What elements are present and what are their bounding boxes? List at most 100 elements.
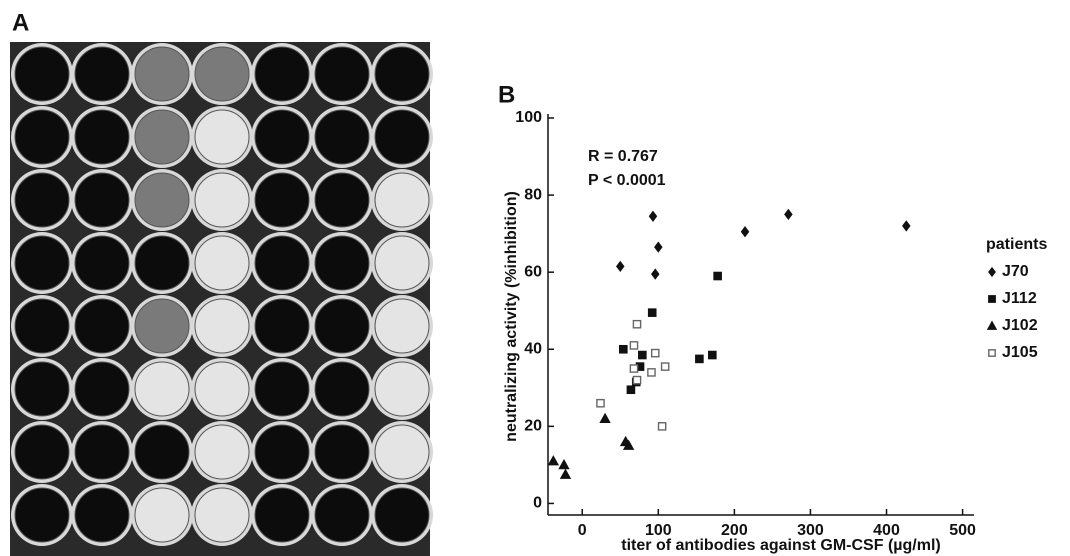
well-plate-photo: [10, 42, 433, 556]
legend-title: patients: [986, 236, 1047, 253]
well: [314, 109, 370, 165]
well: [194, 298, 250, 354]
well: [194, 424, 250, 480]
well: [14, 235, 70, 291]
legend-label: J112: [1002, 290, 1037, 307]
well: [374, 235, 430, 291]
legend-label: J105: [1002, 344, 1038, 361]
point: [599, 412, 611, 423]
well: [254, 172, 310, 228]
well: [254, 46, 310, 102]
point: [558, 458, 570, 470]
legend-label: J70: [1002, 263, 1029, 280]
well: [134, 46, 190, 102]
point: [648, 210, 658, 222]
legend-marker: [988, 349, 996, 357]
well: [194, 46, 250, 102]
point: [619, 344, 628, 354]
well: [134, 361, 190, 417]
y-tick-label: 20: [524, 418, 542, 435]
well: [374, 172, 430, 228]
point: [902, 220, 911, 232]
point: [784, 208, 793, 221]
point: [626, 385, 636, 395]
point: [654, 241, 663, 253]
y-tick-label: 80: [524, 186, 542, 203]
well: [314, 298, 370, 354]
well: [374, 298, 430, 354]
well: [254, 235, 310, 291]
well: [74, 298, 130, 354]
well: [314, 424, 370, 480]
well: [134, 235, 190, 291]
well: [14, 46, 70, 102]
well: [194, 109, 250, 165]
point: [638, 350, 647, 360]
well: [254, 109, 310, 165]
point: [622, 439, 635, 450]
well: [134, 424, 190, 480]
point: [660, 362, 670, 371]
x-tick-label: 400: [873, 522, 900, 539]
legend-marker: [986, 320, 998, 330]
panel-label: B: [498, 81, 515, 108]
y-tick-label: 60: [524, 263, 542, 280]
legend-label: J102: [1002, 317, 1038, 334]
well: [74, 235, 130, 291]
point: [559, 468, 572, 479]
well: [374, 424, 430, 480]
well: [194, 235, 250, 291]
point: [713, 271, 722, 281]
point: [740, 226, 750, 238]
well: [194, 361, 250, 417]
x-axis-label: titer of antibodies against GM-CSF (µg/m…: [621, 537, 940, 554]
well: [194, 172, 250, 228]
panel-label: A: [12, 9, 29, 36]
point: [632, 319, 642, 329]
point: [651, 268, 660, 280]
well: [314, 361, 370, 417]
annotation: R = 0.767: [588, 148, 658, 165]
point: [695, 354, 704, 364]
legend-marker: [988, 266, 996, 278]
well: [374, 109, 430, 165]
well: [374, 487, 430, 543]
point: [647, 368, 656, 377]
x-tick-label: 0: [578, 522, 587, 539]
well: [314, 46, 370, 102]
well: [14, 487, 70, 543]
y-axis-label: neutralizing activity (%inhibition): [503, 191, 520, 442]
point: [657, 422, 667, 431]
well: [314, 487, 370, 543]
well: [254, 298, 310, 354]
y-tick-label: 0: [533, 495, 542, 512]
point: [629, 341, 639, 350]
well: [254, 361, 310, 417]
x-tick-label: 200: [721, 522, 748, 539]
well: [14, 172, 70, 228]
x-tick-label: 300: [797, 522, 824, 539]
well: [74, 46, 130, 102]
well: [74, 487, 130, 543]
well: [134, 172, 190, 228]
point: [616, 260, 625, 273]
well: [134, 298, 190, 354]
well: [14, 424, 70, 480]
well: [374, 46, 430, 102]
well: [14, 109, 70, 165]
well: [194, 487, 250, 543]
x-tick-label: 100: [645, 522, 672, 539]
y-tick-label: 40: [524, 340, 542, 357]
well: [134, 487, 190, 543]
well: [254, 487, 310, 543]
well: [74, 172, 130, 228]
annotation: P < 0.0001: [588, 172, 666, 189]
well: [74, 109, 130, 165]
point: [547, 455, 560, 466]
point: [647, 308, 657, 317]
point: [596, 398, 605, 408]
point: [629, 364, 639, 373]
well: [74, 361, 130, 417]
well: [14, 361, 70, 417]
point: [650, 348, 660, 358]
